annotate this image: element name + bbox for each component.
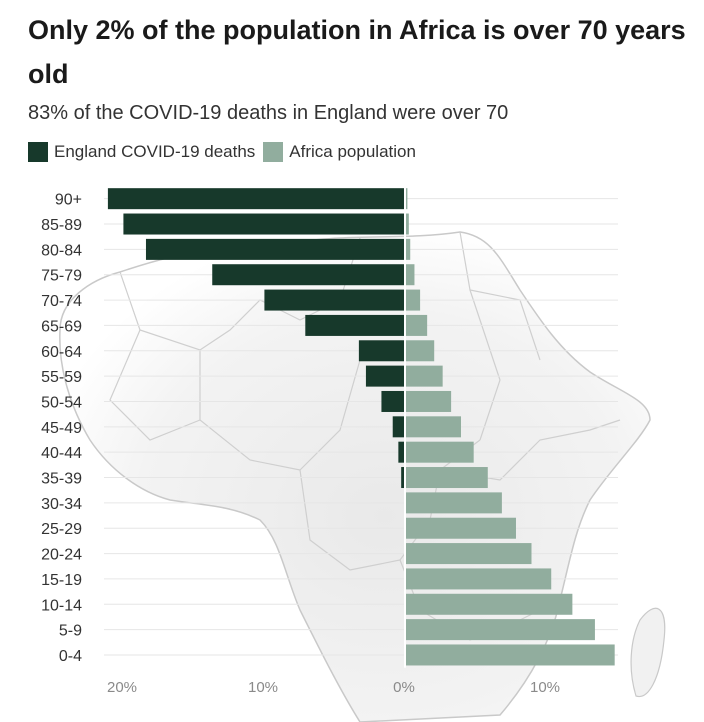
legend: England COVID-19 deaths Africa populatio… <box>28 142 424 162</box>
bar-africa-population <box>406 365 443 387</box>
bar-england-deaths <box>392 416 404 438</box>
bar-africa-population <box>406 517 516 539</box>
category-label: 30-34 <box>41 496 82 513</box>
legend-item-africa: Africa population <box>263 142 416 162</box>
bar-england-deaths <box>212 264 404 286</box>
category-label: 40-44 <box>41 445 82 462</box>
category-label: 60-64 <box>41 344 82 361</box>
category-label: 55-59 <box>41 369 82 386</box>
bar-england-deaths <box>358 340 404 362</box>
legend-item-england: England COVID-19 deaths <box>28 142 255 162</box>
category-label: 25-29 <box>41 521 82 538</box>
category-label: 85-89 <box>41 217 82 234</box>
category-label: 35-39 <box>41 471 82 488</box>
x-tick-label: 10% <box>530 679 560 696</box>
bar-africa-population <box>406 492 502 514</box>
bar-england-deaths <box>398 441 404 463</box>
bar-england-deaths <box>264 289 404 311</box>
legend-label-england: England COVID-19 deaths <box>54 142 256 161</box>
madagascar-shape <box>630 607 666 698</box>
category-label: 75-79 <box>41 268 82 285</box>
category-label: 65-69 <box>41 318 82 335</box>
bar-africa-population <box>406 619 595 641</box>
category-label: 50-54 <box>41 394 82 411</box>
bar-africa-population <box>406 568 552 590</box>
category-label: 5-9 <box>59 623 82 640</box>
category-label: 45-49 <box>41 420 82 437</box>
category-label: 0-4 <box>59 648 82 665</box>
x-tick-label: 0% <box>393 679 415 696</box>
legend-label-africa: Africa population <box>289 142 416 161</box>
category-label: 20-24 <box>41 547 82 564</box>
bar-england-deaths <box>123 213 404 235</box>
bar-africa-population <box>406 390 452 412</box>
bar-england-deaths <box>145 238 404 260</box>
x-tick-label: 10% <box>248 679 278 696</box>
bar-england-deaths <box>381 390 404 412</box>
bar-africa-population <box>406 264 415 286</box>
bar-africa-population <box>406 213 409 235</box>
bar-england-deaths <box>107 188 405 210</box>
bar-england-deaths <box>305 314 404 336</box>
bar-england-deaths <box>365 365 404 387</box>
chart-title: Only 2% of the population in Africa is o… <box>28 15 686 89</box>
bar-africa-population <box>406 340 435 362</box>
bar-africa-population <box>406 644 615 666</box>
bar-africa-population <box>406 314 428 336</box>
category-label: 90+ <box>55 192 82 209</box>
legend-swatch-england <box>28 142 48 162</box>
bar-africa-population <box>406 289 421 311</box>
x-tick-label: 20% <box>107 679 137 696</box>
category-label: 10-14 <box>41 597 82 614</box>
bar-africa-population <box>406 467 488 489</box>
legend-swatch-africa <box>263 142 284 162</box>
bar-africa-population <box>406 188 408 210</box>
bar-africa-population <box>406 238 411 260</box>
bar-africa-population <box>406 416 461 438</box>
bar-africa-population <box>406 543 532 565</box>
category-label: 80-84 <box>41 242 82 259</box>
bar-africa-population <box>406 441 474 463</box>
bar-england-deaths <box>401 467 404 489</box>
category-label: 70-74 <box>41 293 82 310</box>
bar-africa-population <box>406 593 573 615</box>
category-label: 15-19 <box>41 572 82 589</box>
chart-subtitle: 83% of the COVID-19 deaths in England we… <box>28 102 509 124</box>
